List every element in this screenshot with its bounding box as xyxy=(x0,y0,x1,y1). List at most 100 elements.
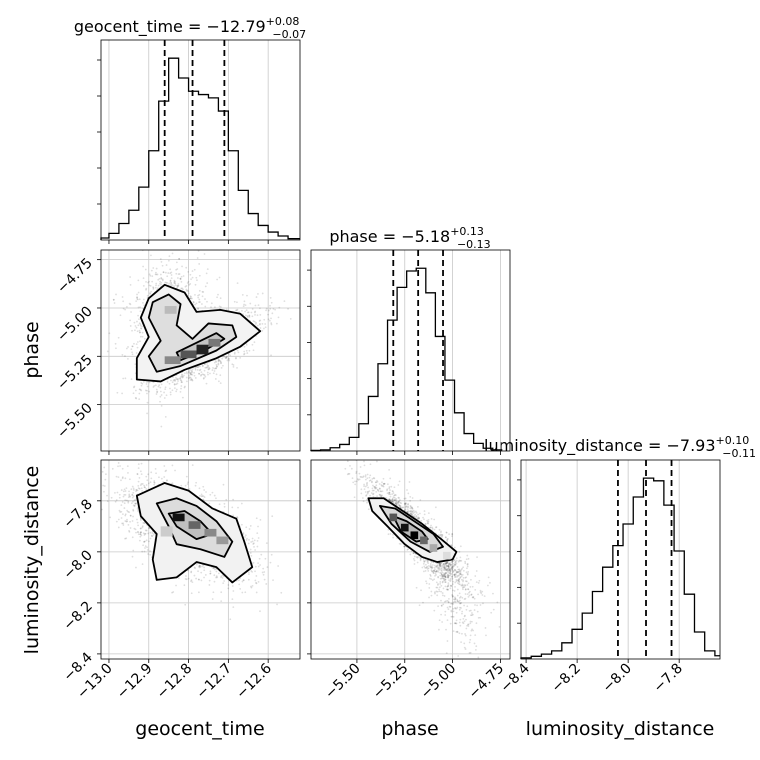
sample-point xyxy=(121,477,124,480)
sample-point xyxy=(250,585,252,588)
sample-point xyxy=(135,531,137,534)
sample-point xyxy=(137,487,140,490)
sample-point xyxy=(268,319,271,322)
sample-point xyxy=(203,566,206,569)
sample-point xyxy=(255,575,258,577)
sample-point xyxy=(243,353,245,356)
sample-point xyxy=(245,539,248,541)
sample-point xyxy=(136,518,138,521)
sample-point xyxy=(231,506,234,509)
sample-point xyxy=(191,373,194,376)
sample-point xyxy=(447,601,450,604)
sample-point xyxy=(122,307,125,310)
sample-point xyxy=(176,285,179,288)
sample-point xyxy=(142,544,145,547)
sample-point xyxy=(175,272,178,275)
sample-point xyxy=(237,506,239,509)
sample-point xyxy=(195,481,198,484)
sample-point xyxy=(170,282,173,285)
sample-point xyxy=(270,323,273,326)
sample-point xyxy=(148,540,150,543)
sample-point xyxy=(255,323,257,325)
sample-point xyxy=(181,374,184,377)
sample-point xyxy=(133,499,136,502)
sample-point xyxy=(149,481,152,484)
sample-point xyxy=(150,534,153,537)
sample-point xyxy=(149,531,152,534)
sample-point xyxy=(152,267,155,269)
sample-point xyxy=(249,525,252,527)
sample-point xyxy=(245,349,248,352)
sample-point xyxy=(128,529,130,532)
sample-point xyxy=(458,581,461,583)
sample-point xyxy=(125,487,128,490)
y-tick-label: −7.8 xyxy=(60,496,95,531)
sample-point xyxy=(246,316,249,318)
sample-point xyxy=(193,268,196,271)
sample-point xyxy=(115,475,118,478)
sample-point xyxy=(161,279,164,282)
sample-point xyxy=(237,351,240,354)
sample-point xyxy=(127,501,130,504)
sample-point xyxy=(441,574,444,577)
sample-point xyxy=(244,536,246,538)
sample-point xyxy=(266,566,269,569)
sample-point xyxy=(366,483,368,485)
sample-point xyxy=(113,302,116,304)
sample-point xyxy=(215,367,217,370)
sample-point xyxy=(207,368,210,371)
sample-point xyxy=(199,566,202,568)
sample-point xyxy=(142,380,145,383)
sample-point xyxy=(436,594,439,597)
sample-point xyxy=(148,381,151,384)
sample-point xyxy=(151,532,154,534)
sample-point xyxy=(246,537,248,540)
sample-point xyxy=(146,389,148,392)
sample-point xyxy=(269,561,272,564)
sample-point xyxy=(143,550,146,553)
sample-point xyxy=(137,314,139,317)
sample-point xyxy=(438,619,441,622)
sample-point xyxy=(185,371,188,374)
sample-point xyxy=(139,306,141,309)
sample-point xyxy=(190,278,192,281)
sample-point xyxy=(196,368,199,371)
sample-point xyxy=(159,390,162,393)
sample-point xyxy=(139,470,142,473)
sample-point xyxy=(163,397,166,399)
sample-point xyxy=(188,488,191,490)
sample-point xyxy=(213,574,216,577)
sample-point xyxy=(198,372,201,375)
sample-point xyxy=(188,376,191,379)
sample-point xyxy=(358,478,361,481)
sample-point xyxy=(446,538,449,541)
sample-point xyxy=(167,272,170,274)
sample-point xyxy=(241,309,243,312)
sample-point xyxy=(203,576,205,579)
sample-point xyxy=(168,255,171,258)
sample-point xyxy=(216,576,219,579)
sample-point xyxy=(134,528,137,531)
sample-point xyxy=(173,383,176,385)
x-tick-label: −7.8 xyxy=(651,661,686,696)
sample-point xyxy=(122,490,125,493)
sample-point xyxy=(242,579,245,582)
sample-point xyxy=(200,371,203,374)
sample-point xyxy=(236,308,239,311)
sample-point xyxy=(159,282,161,285)
sample-point xyxy=(218,276,221,279)
sample-point xyxy=(147,473,150,476)
sample-point xyxy=(139,527,142,530)
sample-point xyxy=(179,278,182,281)
sample-point xyxy=(159,386,162,389)
sample-point xyxy=(464,648,467,650)
sample-point xyxy=(138,392,141,395)
sample-point xyxy=(139,484,142,487)
sample-point xyxy=(257,293,259,295)
sample-point xyxy=(200,495,203,498)
sample-point xyxy=(170,277,173,280)
sample-point xyxy=(171,464,174,467)
sample-point xyxy=(212,567,215,570)
sample-point xyxy=(280,591,283,594)
sample-point xyxy=(458,621,461,624)
